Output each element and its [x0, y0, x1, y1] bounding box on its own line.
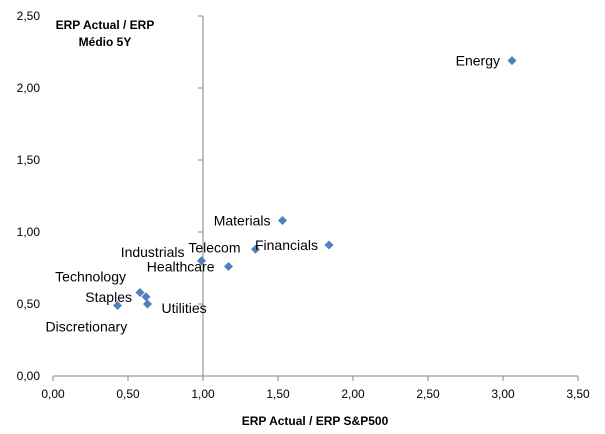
x-tick-label: 3,00	[491, 387, 515, 401]
marker-discretionary	[113, 300, 122, 310]
y-tick-label: 0,50	[17, 297, 41, 311]
point-label-industrials: Industrials	[121, 244, 185, 260]
y-ticks: 0,00 0,50 1,00 1,50 2,00 2,50	[17, 9, 203, 383]
x-tick-label: 2,00	[341, 387, 365, 401]
x-tick-label: 0,00	[41, 387, 65, 401]
y-tick-label: 1,00	[17, 225, 41, 239]
point-label-materials: Materials	[214, 212, 271, 228]
marker-healthcare	[224, 262, 233, 272]
data-points	[113, 56, 517, 310]
point-label-healthcare: Healthcare	[147, 259, 215, 275]
y-axis-title-line-1: ERP Actual / ERP	[56, 18, 155, 32]
x-tick-label: 3,50	[566, 387, 590, 401]
marker-industrials	[197, 256, 206, 266]
point-label-energy: Energy	[456, 53, 500, 69]
marker-technology	[135, 287, 145, 297]
point-label-telecom: Telecom	[188, 239, 240, 255]
y-tick-label: 2,00	[17, 81, 41, 95]
x-tick-label: 1,50	[266, 387, 290, 401]
point-label-technology: Technology	[55, 268, 126, 284]
y-tick-label: 0,00	[17, 369, 41, 383]
y-tick-label: 2,50	[17, 9, 41, 23]
y-tick-label: 1,50	[17, 153, 41, 167]
point-label-discretionary: Discretionary	[46, 318, 128, 334]
x-tick-label: 2,50	[416, 387, 440, 401]
marker-utilities	[143, 299, 152, 309]
point-label-staples: Staples	[85, 289, 132, 305]
x-tick-label: 0,50	[116, 387, 140, 401]
x-axis-title: ERP Actual / ERP S&P500	[242, 414, 389, 428]
point-label-financials: Financials	[255, 237, 318, 253]
marker-telecom	[251, 244, 260, 254]
marker-staples	[141, 292, 151, 302]
marker-financials	[324, 240, 334, 250]
x-ticks: 0,00 0,50 1,00 1,50 2,00 2,50 3,00 3,50	[41, 376, 590, 401]
point-labels: Energy Materials Financials TelecomIndustri…	[46, 53, 501, 335]
point-label-utilities: Utilities	[162, 300, 207, 316]
marker-materials	[278, 215, 287, 225]
y-axis-title-line-2: Médio 5Y	[79, 35, 132, 49]
x-tick-label: 1,00	[191, 387, 215, 401]
marker-energy	[507, 56, 517, 66]
